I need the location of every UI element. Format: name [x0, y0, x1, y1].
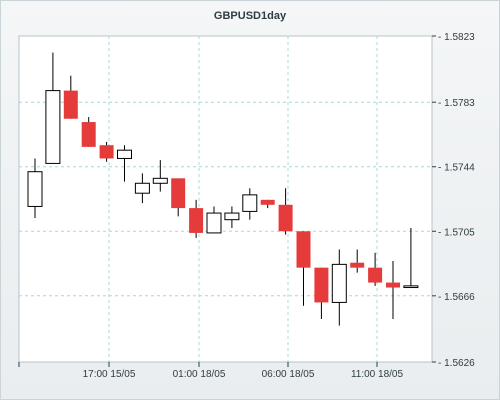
- x-tick-label: 11:00 18/05: [351, 369, 404, 380]
- candle: [278, 188, 293, 235]
- chart-title: GBPUSD1day: [213, 10, 287, 22]
- candle: [350, 249, 365, 273]
- candle: [171, 178, 186, 217]
- candle: [206, 206, 222, 234]
- candle: [331, 249, 347, 326]
- candle: [117, 145, 132, 182]
- candle-body-up: [403, 285, 419, 289]
- candle: [224, 206, 240, 228]
- candle-body-up: [45, 90, 61, 164]
- candle-body-down: [314, 267, 329, 303]
- candle: [63, 75, 78, 119]
- candle-body-up: [152, 177, 168, 184]
- candle-body-down: [81, 122, 96, 147]
- candle-body-down: [296, 231, 311, 268]
- candle: [27, 158, 43, 219]
- candle-body-up: [224, 212, 240, 221]
- x-tick-label: 06:00 18/05: [262, 369, 315, 380]
- candle: [386, 261, 400, 319]
- y-tick-label: - 1.5626: [438, 358, 475, 369]
- candle-body-down: [368, 267, 383, 283]
- candle: [81, 117, 96, 147]
- candle: [152, 160, 168, 192]
- candle: [99, 141, 114, 162]
- y-tick-label: - 1.5823: [438, 32, 475, 43]
- candle: [242, 188, 258, 220]
- candle-body-up: [117, 149, 132, 159]
- candle-body-down: [386, 282, 400, 288]
- grid: [19, 36, 432, 362]
- x-tick-label: 17:00 15/05: [83, 369, 136, 380]
- candle-body-up: [331, 263, 347, 303]
- candle: [260, 199, 275, 209]
- candle: [134, 173, 150, 204]
- y-tick-label: - 1.5666: [438, 292, 475, 303]
- candle-body-down: [260, 199, 275, 205]
- candle-body-up: [134, 182, 150, 194]
- candle-body-down: [278, 204, 293, 232]
- axes: - 1.5823 - 1.5783 - 1.5744 - 1.5705 - 1.5666…: [18, 32, 475, 380]
- candle-body-down: [171, 178, 186, 209]
- candle: [314, 267, 329, 319]
- candle-body-up: [27, 171, 43, 207]
- candle: [368, 252, 383, 286]
- candle-body-up: [206, 212, 222, 234]
- candle-body-down: [99, 145, 114, 159]
- candle-body-down: [189, 208, 204, 233]
- candle: [403, 227, 419, 289]
- candle: [45, 52, 61, 164]
- x-tick-label: 01:00 18/05: [173, 369, 226, 380]
- candle-body-down: [350, 262, 365, 268]
- candle-body-down: [63, 90, 78, 119]
- candle: [296, 231, 311, 306]
- candle-body-up: [242, 194, 258, 212]
- y-tick-label: - 1.5783: [438, 98, 475, 109]
- candle: [189, 199, 204, 238]
- y-tick-label: - 1.5744: [438, 163, 475, 174]
- candles: [27, 52, 419, 326]
- plot-area: [18, 35, 433, 363]
- y-tick-label: - 1.5705: [438, 227, 475, 238]
